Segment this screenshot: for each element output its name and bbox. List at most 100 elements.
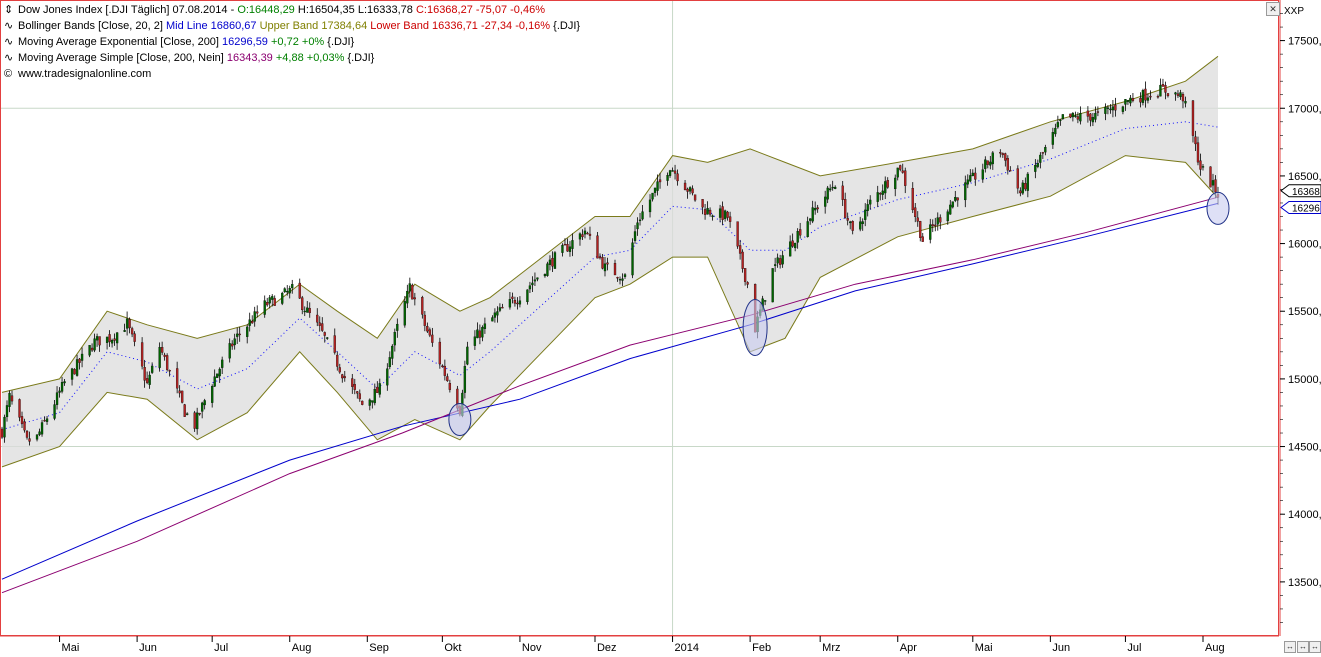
candle-body (763, 300, 767, 302)
candle-body (936, 217, 939, 225)
candle-body (298, 282, 301, 299)
candle-body (408, 283, 411, 292)
candle-body (20, 416, 24, 424)
candle-body (80, 353, 84, 361)
scroll-right-icon[interactable]: ↔ (1309, 641, 1321, 653)
y-tick-label: 13500, (1288, 577, 1321, 589)
candle-body (799, 229, 802, 236)
legend-bollinger[interactable]: ∿ Bollinger Bands [Close, 20, 2] Mid Line… (4, 18, 580, 34)
candle-body (148, 374, 151, 385)
candle-body (1094, 112, 1097, 120)
candle-body (1156, 96, 1160, 98)
x-tick-label: Mrz (822, 642, 840, 654)
candle-body (1209, 166, 1212, 188)
candle-body (831, 186, 834, 189)
candle-body (130, 328, 134, 335)
legend-ema-label: Moving Average Exponential [Close, 200] (18, 36, 219, 48)
candle-body (616, 277, 619, 279)
x-tick-label: Jun (139, 642, 157, 654)
candle-body (271, 296, 274, 300)
candle-body (606, 262, 609, 265)
candle-body (105, 336, 109, 343)
candle-body (974, 172, 977, 180)
price-tag (1280, 201, 1321, 215)
candle-body (286, 290, 289, 293)
candle-body (1079, 113, 1082, 122)
candle-body (193, 412, 196, 429)
candle-body (428, 329, 432, 336)
zoom-out-icon[interactable]: ↔ (1284, 641, 1296, 653)
candle-body (501, 306, 504, 309)
candle-body (568, 246, 572, 252)
candle-body (478, 330, 482, 338)
candle-body (703, 209, 707, 215)
candle-body (95, 336, 99, 341)
candle-body (788, 241, 792, 257)
candle-body (518, 300, 522, 305)
candle-body (213, 376, 216, 387)
candle-body (824, 196, 827, 207)
candle-body (301, 297, 304, 311)
candle-body (1034, 165, 1037, 172)
y-tick-label: 17000, (1288, 103, 1321, 115)
candle-body (178, 390, 181, 394)
candle-body (25, 430, 29, 438)
candle-body (708, 209, 712, 215)
candle-body (651, 192, 654, 200)
candle-body (1019, 190, 1022, 194)
candle-body (1054, 127, 1057, 135)
candle-body (586, 232, 589, 235)
candle-body (578, 233, 582, 240)
candle-body (864, 209, 867, 220)
candle-body (743, 268, 747, 282)
candle-body (1191, 100, 1195, 136)
close-icon[interactable]: ✕ (1266, 2, 1280, 16)
candle-body (238, 333, 241, 336)
price-tag-label: 16368 (1292, 187, 1320, 198)
price-tag-label: 16296 (1292, 204, 1320, 215)
candle-body (1104, 106, 1107, 114)
candle-body (248, 319, 251, 326)
candle-body (571, 240, 574, 249)
candle-body (613, 263, 617, 276)
candle-body (1076, 116, 1080, 120)
candle-body (326, 337, 329, 339)
candle-body (829, 188, 832, 191)
candle-body (246, 326, 249, 337)
candle-body (879, 192, 882, 195)
zoom-in-icon[interactable]: ↔ (1297, 641, 1309, 653)
candle-body (543, 274, 547, 277)
candle-body (588, 233, 592, 236)
candle-body (393, 332, 396, 346)
candle-body (618, 278, 622, 281)
candle-body (1179, 92, 1182, 98)
candle-body (726, 211, 729, 218)
candle-body (919, 221, 922, 238)
candle-body (781, 255, 784, 265)
legend-sma[interactable]: ∿ Moving Average Simple [Close, 200, Nein… (4, 50, 580, 66)
candle-body (1111, 106, 1115, 111)
candle-body (1141, 90, 1145, 103)
candle-body (256, 311, 259, 314)
legend-main[interactable]: ⇕ Dow Jones Index [.DJI Täglich] 07.08.20… (4, 2, 580, 18)
candle-body (145, 378, 149, 383)
candle-body (811, 207, 814, 222)
candle-body (869, 199, 872, 205)
legend-close: C:16368,27 -75,07 -0,46% (415, 4, 545, 16)
candle-body (413, 297, 416, 300)
y-tick-label: 15000, (1288, 374, 1321, 386)
x-tick-label: Feb (752, 642, 771, 654)
candle-body (1181, 93, 1185, 102)
legend-bollinger-label: Bollinger Bands [Close, 20, 2] (18, 20, 163, 32)
candle-body (1159, 84, 1162, 97)
legend-ema[interactable]: ∿ Moving Average Exponential [Close, 200]… (4, 34, 580, 50)
candle-body (806, 221, 809, 238)
candle-body (75, 359, 79, 376)
candle-body (1026, 173, 1029, 191)
candle-body (648, 199, 652, 213)
candle-body (1106, 107, 1110, 109)
candle-body (128, 319, 131, 329)
candle-body (1089, 113, 1092, 121)
